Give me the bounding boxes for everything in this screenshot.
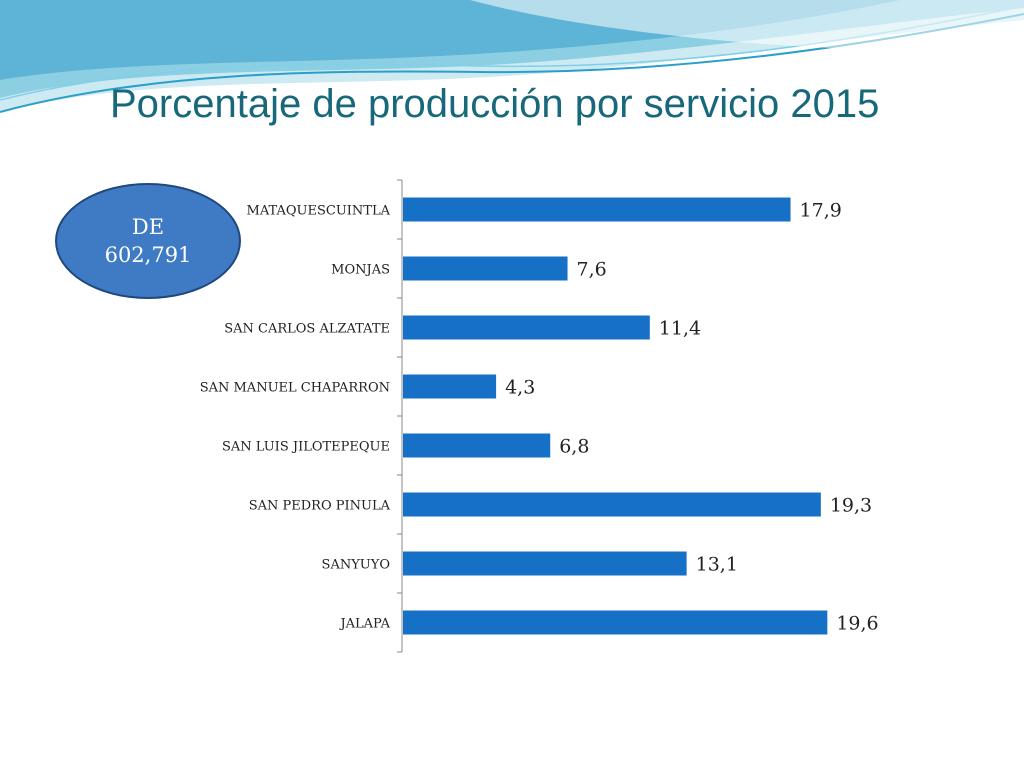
value-label: 13,1 [696,554,738,576]
value-label: 19,6 [836,613,878,635]
category-label: SAN CARLOS ALZATATE [224,322,390,337]
category-label: MONJAS [331,263,390,278]
bar [403,551,687,576]
bar [403,610,828,635]
value-label: 6,8 [559,436,589,458]
page-title: Porcentaje de producción por servicio 20… [110,82,880,126]
bar [403,315,650,340]
bar [403,256,568,281]
header-waves-decoration [0,0,1024,113]
bar [403,197,791,222]
bar [403,433,551,458]
category-label: SANYUYO [322,558,390,573]
category-label: SAN MANUEL CHAPARRON [200,381,390,396]
badge-line1: DE [131,215,165,239]
category-label: MATAQUESCUINTLA [247,204,391,219]
value-label: 17,9 [800,200,842,222]
category-label: SAN LUIS JILOTEPEQUE [222,440,390,455]
category-label: JALAPA [338,617,390,632]
total-badge: DE 602,791 [55,183,241,299]
value-label: 7,6 [577,259,607,281]
bar [403,492,821,517]
badge-line2: 602,791 [104,243,192,267]
value-label: 4,3 [505,377,535,399]
category-label: SAN PEDRO PINULA [249,499,391,514]
value-label: 19,3 [830,495,872,517]
value-label: 11,4 [659,318,701,340]
bar [403,374,497,399]
